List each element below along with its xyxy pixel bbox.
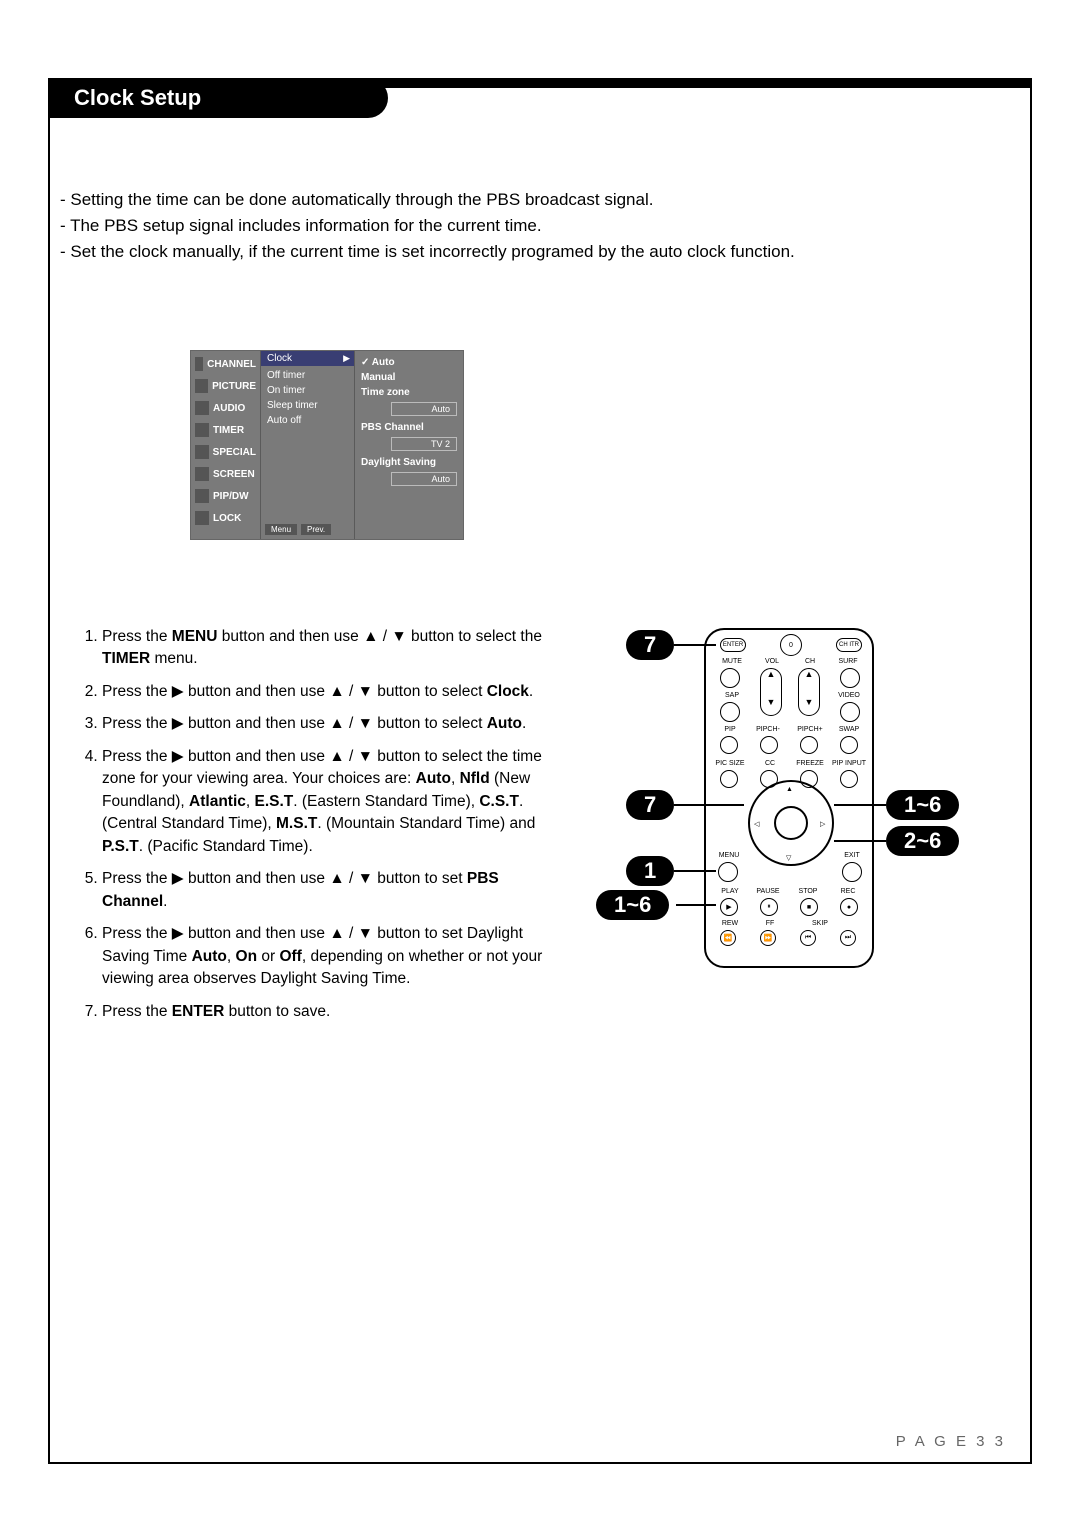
rec-button: ● (840, 898, 858, 916)
freeze-label: FREEZE (792, 760, 828, 767)
intro-text: - Setting the time can be done automatic… (60, 188, 880, 265)
video-button (840, 702, 860, 722)
osd-item-picture: PICTURE (193, 375, 258, 397)
intro-line: - Setting the time can be done automatic… (60, 188, 880, 212)
osd-mid-column: Clock Off timer On timer Sleep timer Aut… (261, 351, 355, 539)
pipchp-label: PIPCH+ (792, 726, 828, 733)
intro-line: - The PBS setup signal includes informat… (60, 214, 880, 238)
osd-box-pbs: TV 2 (391, 437, 457, 451)
intro-line: - Set the clock manually, if the current… (60, 240, 880, 264)
osd-footer-prev: Prev. (301, 524, 331, 535)
exit-button (842, 862, 862, 882)
osd-right-column: Auto Manual Time zone Auto PBS Channel T… (355, 351, 463, 539)
osd-mid-item: Sleep timer (267, 398, 348, 413)
callout-1: 1 (626, 856, 674, 886)
osd-item-timer: TIMER (193, 419, 258, 441)
osd-item-audio: AUDIO (193, 397, 258, 419)
pause-label: PAUSE (752, 888, 784, 895)
picsize-button (720, 770, 738, 788)
osd-right-auto: Auto (361, 355, 457, 370)
ff-label: FF (756, 920, 784, 927)
stop-button: ■ (800, 898, 818, 916)
vol-rocker: ▲▼ (760, 668, 782, 716)
osd-selected-clock: Clock (261, 351, 354, 366)
enter-button: ENTER (720, 638, 746, 652)
page-number: P A G E 3 3 (896, 1433, 1006, 1450)
ff-button: ⏩ (760, 930, 776, 946)
osd-box-timezone: Auto (391, 402, 457, 416)
callout-26: 2~6 (886, 826, 959, 856)
callout-7b: 7 (626, 790, 674, 820)
menu-label: MENU (714, 852, 744, 859)
osd-item-lock: LOCK (193, 507, 258, 529)
rew-button: ⏪ (720, 930, 736, 946)
callout-16a: 1~6 (596, 890, 669, 920)
page-title: Clock Setup (48, 78, 388, 118)
menu-button (718, 862, 738, 882)
osd-footer: Menu Prev. (265, 524, 331, 535)
osd-item-screen: SCREEN (193, 463, 258, 485)
remote-diagram: ENTER 0 CH ITR MUTE VOL CH SURF ▲▼ ▲▼ SA… (634, 628, 954, 968)
step-4: Press the ▶ button and then use ▲ / ▼ bu… (102, 746, 562, 858)
play-button: ▶ (720, 898, 738, 916)
pipinput-button (840, 770, 858, 788)
zero-button: 0 (780, 634, 802, 656)
osd-right-manual: Manual (361, 370, 457, 385)
skipb-button: ⏮ (800, 930, 816, 946)
step-3: Press the ▶ button and then use ▲ / ▼ bu… (102, 713, 562, 735)
ch-label: CH (796, 658, 824, 665)
osd-item-channel: CHANNEL (193, 353, 258, 375)
callout-16b: 1~6 (886, 790, 959, 820)
callout-7a: 7 (626, 630, 674, 660)
mute-button (720, 668, 740, 688)
pipchm-button (760, 736, 778, 754)
sap-label: SAP (718, 692, 746, 699)
cc-label: CC (756, 760, 784, 767)
step-1: Press the MENU button and then use ▲ / ▼… (102, 626, 562, 671)
mute-label: MUTE (718, 658, 746, 665)
osd-mid-item: On timer (267, 383, 348, 398)
pause-button: ⏸ (760, 898, 778, 916)
osd-right-pbschannel: PBS Channel (361, 420, 457, 435)
osd-footer-menu: Menu (265, 524, 297, 535)
play-label: PLAY (716, 888, 744, 895)
pipchp-button (800, 736, 818, 754)
skip-label: SKIP (800, 920, 840, 927)
osd-mid-item: Off timer (267, 368, 348, 383)
remote-body: ENTER 0 CH ITR MUTE VOL CH SURF ▲▼ ▲▼ SA… (704, 628, 874, 968)
pipchm-label: PIPCH- (750, 726, 786, 733)
rec-label: REC (834, 888, 862, 895)
video-label: VIDEO (834, 692, 864, 699)
osd-mid-item: Auto off (267, 413, 348, 428)
step-5: Press the ▶ button and then use ▲ / ▼ bu… (102, 868, 562, 913)
osd-item-special: SPECIAL (193, 441, 258, 463)
step-6: Press the ▶ button and then use ▲ / ▼ bu… (102, 923, 562, 990)
picsize-label: PIC SIZE (712, 760, 748, 767)
step-7: Press the ENTER button to save. (102, 1001, 562, 1023)
ch-rocker: ▲▼ (798, 668, 820, 716)
surf-button (840, 668, 860, 688)
osd-menu: CHANNEL PICTURE AUDIO TIMER SPECIAL SCRE… (190, 350, 464, 540)
chitr-button: CH ITR (836, 638, 862, 652)
pipinput-label: PIP INPUT (828, 760, 870, 767)
osd-box-daylight: Auto (391, 472, 457, 486)
pip-label: PIP (716, 726, 744, 733)
pip-button (720, 736, 738, 754)
swap-label: SWAP (834, 726, 864, 733)
step-2: Press the ▶ button and then use ▲ / ▼ bu… (102, 681, 562, 703)
sap-button (720, 702, 740, 722)
osd-item-pipdw: PIP/DW (193, 485, 258, 507)
steps-list: Press the MENU button and then use ▲ / ▼… (82, 626, 562, 1033)
osd-left-column: CHANNEL PICTURE AUDIO TIMER SPECIAL SCRE… (191, 351, 261, 539)
surf-label: SURF (834, 658, 862, 665)
skipf-button: ⏭ (840, 930, 856, 946)
swap-button (840, 736, 858, 754)
stop-label: STOP (794, 888, 822, 895)
rew-label: REW (716, 920, 744, 927)
vol-label: VOL (758, 658, 786, 665)
osd-right-timezone: Time zone (361, 385, 457, 400)
exit-label: EXIT (838, 852, 866, 859)
dpad-center (774, 806, 808, 840)
osd-right-daylight: Daylight Saving (361, 455, 457, 470)
